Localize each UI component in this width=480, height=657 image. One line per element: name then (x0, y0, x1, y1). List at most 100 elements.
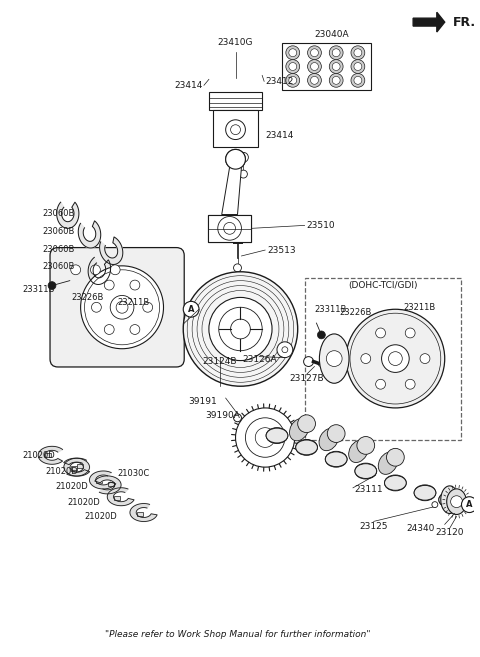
Text: 21020D: 21020D (68, 498, 100, 507)
Circle shape (351, 46, 365, 60)
Circle shape (332, 76, 340, 84)
Text: 23414: 23414 (175, 81, 203, 90)
Polygon shape (57, 202, 79, 229)
Circle shape (224, 223, 236, 235)
Circle shape (239, 152, 248, 162)
Ellipse shape (289, 419, 309, 441)
Text: A: A (188, 305, 194, 314)
Circle shape (361, 353, 371, 363)
Circle shape (332, 62, 340, 70)
Circle shape (332, 49, 340, 57)
FancyBboxPatch shape (50, 248, 184, 367)
Text: 39190A: 39190A (205, 411, 240, 420)
Circle shape (286, 74, 300, 87)
Polygon shape (89, 471, 116, 489)
Circle shape (81, 266, 164, 349)
Bar (114, 496, 120, 500)
Ellipse shape (384, 475, 406, 491)
Polygon shape (130, 503, 157, 522)
Ellipse shape (348, 440, 368, 463)
Circle shape (311, 49, 318, 57)
Circle shape (451, 496, 462, 508)
Bar (208, 215, 252, 242)
Text: (DOHC-TCI/GDI): (DOHC-TCI/GDI) (348, 281, 417, 290)
Circle shape (240, 170, 247, 178)
Circle shape (326, 351, 342, 367)
Circle shape (71, 265, 81, 275)
Text: 23060B: 23060B (42, 262, 74, 271)
Circle shape (357, 436, 375, 454)
Circle shape (432, 502, 438, 508)
Circle shape (386, 448, 404, 466)
Ellipse shape (414, 485, 436, 501)
Bar (209, 92, 262, 110)
Text: 23040A: 23040A (314, 30, 348, 39)
Circle shape (282, 347, 288, 353)
Circle shape (317, 331, 325, 339)
Circle shape (354, 76, 362, 84)
Polygon shape (78, 221, 101, 248)
Circle shape (308, 74, 322, 87)
Polygon shape (88, 258, 110, 284)
Bar (71, 466, 76, 470)
Circle shape (223, 221, 237, 235)
Circle shape (329, 46, 343, 60)
Circle shape (104, 280, 114, 290)
Ellipse shape (266, 428, 288, 443)
Ellipse shape (355, 464, 377, 478)
Text: 21020D: 21020D (55, 482, 88, 491)
Circle shape (219, 307, 262, 351)
FancyBboxPatch shape (305, 278, 460, 440)
Bar (213, 110, 258, 147)
Ellipse shape (319, 428, 338, 451)
Circle shape (405, 328, 415, 338)
Text: 23414: 23414 (265, 131, 293, 140)
Text: 23127B: 23127B (289, 374, 324, 383)
Text: 23226B: 23226B (72, 293, 104, 302)
Circle shape (183, 302, 199, 317)
Text: 39191: 39191 (189, 397, 217, 405)
Ellipse shape (378, 452, 398, 474)
Circle shape (304, 357, 313, 367)
Text: 21030C: 21030C (117, 468, 149, 478)
Ellipse shape (325, 451, 347, 467)
Bar (137, 512, 143, 516)
Bar (96, 479, 102, 483)
Circle shape (236, 408, 295, 467)
Circle shape (104, 325, 114, 334)
Text: 23311B: 23311B (23, 285, 55, 294)
Ellipse shape (447, 489, 467, 514)
Ellipse shape (296, 440, 317, 455)
Circle shape (329, 74, 343, 87)
Circle shape (92, 302, 101, 312)
Circle shape (209, 298, 272, 361)
Circle shape (226, 120, 245, 139)
Text: 23311B: 23311B (314, 305, 347, 314)
Text: "Please refer to Work Shop Manual for further information": "Please refer to Work Shop Manual for fu… (105, 630, 370, 639)
Text: 23060B: 23060B (42, 244, 74, 254)
Circle shape (405, 379, 415, 389)
Circle shape (289, 76, 297, 84)
Circle shape (48, 282, 56, 290)
Circle shape (461, 497, 477, 512)
Circle shape (420, 353, 430, 363)
Circle shape (245, 418, 285, 457)
Circle shape (346, 309, 444, 408)
Circle shape (351, 74, 365, 87)
Circle shape (286, 60, 300, 74)
Polygon shape (222, 167, 241, 215)
Polygon shape (100, 237, 123, 265)
Circle shape (130, 325, 140, 334)
Circle shape (376, 379, 385, 389)
Circle shape (329, 60, 343, 74)
Text: 21020D: 21020D (23, 451, 55, 460)
Polygon shape (95, 476, 121, 494)
Circle shape (218, 217, 241, 240)
Ellipse shape (319, 334, 349, 383)
Circle shape (143, 302, 153, 312)
Circle shape (354, 62, 362, 70)
Circle shape (289, 62, 297, 70)
Circle shape (234, 414, 241, 422)
Ellipse shape (414, 486, 436, 500)
Circle shape (230, 125, 240, 135)
